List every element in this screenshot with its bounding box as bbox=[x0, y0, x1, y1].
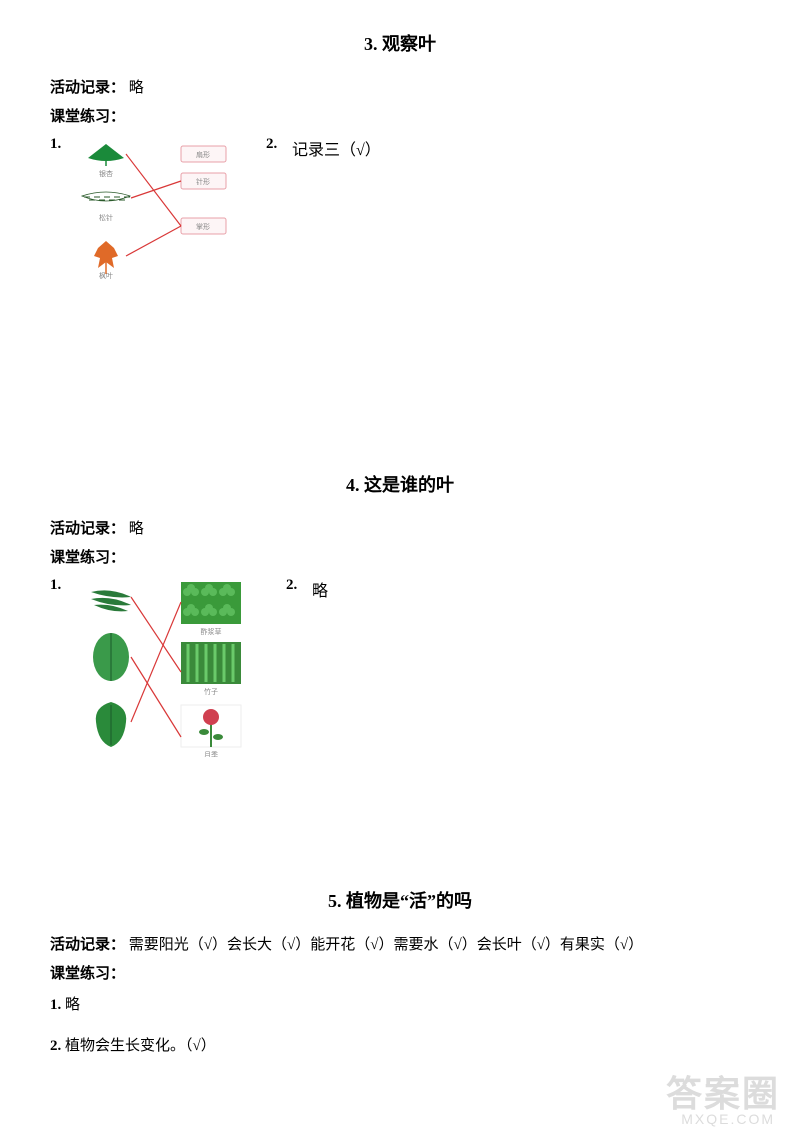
svg-text:松针: 松针 bbox=[99, 213, 113, 222]
record-label-5: 活动记录： bbox=[50, 937, 125, 953]
q2-text-4: 略 bbox=[312, 577, 328, 601]
exercise-3-2: 2. 记录三（√） bbox=[266, 136, 381, 160]
exercise-4-1: 1. 酢浆草竹子月季 bbox=[50, 577, 256, 757]
match-diagram-4: 酢浆草竹子月季 bbox=[76, 577, 256, 757]
exercise-4-2: 2. 略 bbox=[286, 577, 328, 601]
svg-text:掌形: 掌形 bbox=[196, 222, 210, 231]
exercise-5-1: 1. 略 bbox=[50, 993, 750, 1014]
q1-num-5: 1. bbox=[50, 997, 61, 1013]
exercise-row-3: 1. 银杏松针枫叶 扇形针形掌形 2. 记录三（√） bbox=[50, 136, 750, 291]
record-line-5: 活动记录： 需要阳光（√）会长大（√）能开花（√）需要水（√）会长叶（√）有果实… bbox=[50, 933, 750, 954]
q1-num-4: 1. bbox=[50, 577, 68, 594]
section-4-title: 4. 这是谁的叶 bbox=[50, 471, 750, 497]
record-line-3: 活动记录： 略 bbox=[50, 76, 750, 97]
q2-text-5: 植物会生长变化。（√） bbox=[65, 1038, 216, 1054]
record-value-4: 略 bbox=[129, 521, 144, 537]
watermark-main: 答案圈 bbox=[666, 1065, 780, 1117]
spacer-4 bbox=[50, 757, 750, 827]
q1-text-5: 略 bbox=[65, 997, 80, 1013]
practice-label-3: 课堂练习： bbox=[50, 105, 750, 126]
exercise-3-1: 1. 银杏松针枫叶 扇形针形掌形 bbox=[50, 136, 236, 291]
record-label-3: 活动记录： bbox=[50, 80, 125, 96]
record-value-5: 需要阳光（√）会长大（√）能开花（√）需要水（√）会长叶（√）有果实（√） bbox=[129, 937, 643, 953]
svg-text:月季: 月季 bbox=[204, 750, 218, 757]
section-3: 3. 观察叶 活动记录： 略 课堂练习： 1. 银杏松针枫叶 扇形针形掌形 2. … bbox=[50, 30, 750, 411]
q2-num-3: 2. bbox=[266, 136, 284, 153]
q2-num-4: 2. bbox=[286, 577, 304, 594]
section-5: 5. 植物是“活”的吗 活动记录： 需要阳光（√）会长大（√）能开花（√）需要水… bbox=[50, 887, 750, 1055]
match-diagram-3: 银杏松针枫叶 扇形针形掌形 bbox=[76, 136, 236, 291]
record-line-4: 活动记录： 略 bbox=[50, 517, 750, 538]
record-value-3: 略 bbox=[129, 80, 144, 96]
watermark-sub: MXQE.COM bbox=[681, 1111, 775, 1127]
spacer-3 bbox=[50, 291, 750, 411]
svg-text:枫叶: 枫叶 bbox=[99, 271, 113, 280]
section-3-title: 3. 观察叶 bbox=[50, 30, 750, 56]
exercise-5-2: 2. 植物会生长变化。（√） bbox=[50, 1034, 750, 1055]
exercise-row-4: 1. 酢浆草竹子月季 2. 略 bbox=[50, 577, 750, 757]
section-4: 4. 这是谁的叶 活动记录： 略 课堂练习： 1. 酢浆草竹子月季 2. 略 bbox=[50, 471, 750, 827]
q1-num-3: 1. bbox=[50, 136, 68, 153]
svg-text:扇形: 扇形 bbox=[196, 150, 210, 159]
q2-num-5: 2. bbox=[50, 1038, 61, 1054]
section-5-title: 5. 植物是“活”的吗 bbox=[50, 887, 750, 913]
practice-label-5: 课堂练习： bbox=[50, 962, 750, 983]
svg-text:银杏: 银杏 bbox=[99, 169, 113, 178]
svg-text:针形: 针形 bbox=[196, 177, 210, 186]
svg-text:酢浆草: 酢浆草 bbox=[201, 627, 222, 636]
practice-label-4: 课堂练习： bbox=[50, 546, 750, 567]
q2-text-3: 记录三（√） bbox=[292, 136, 381, 160]
record-label-4: 活动记录： bbox=[50, 521, 125, 537]
svg-text:竹子: 竹子 bbox=[204, 687, 218, 696]
